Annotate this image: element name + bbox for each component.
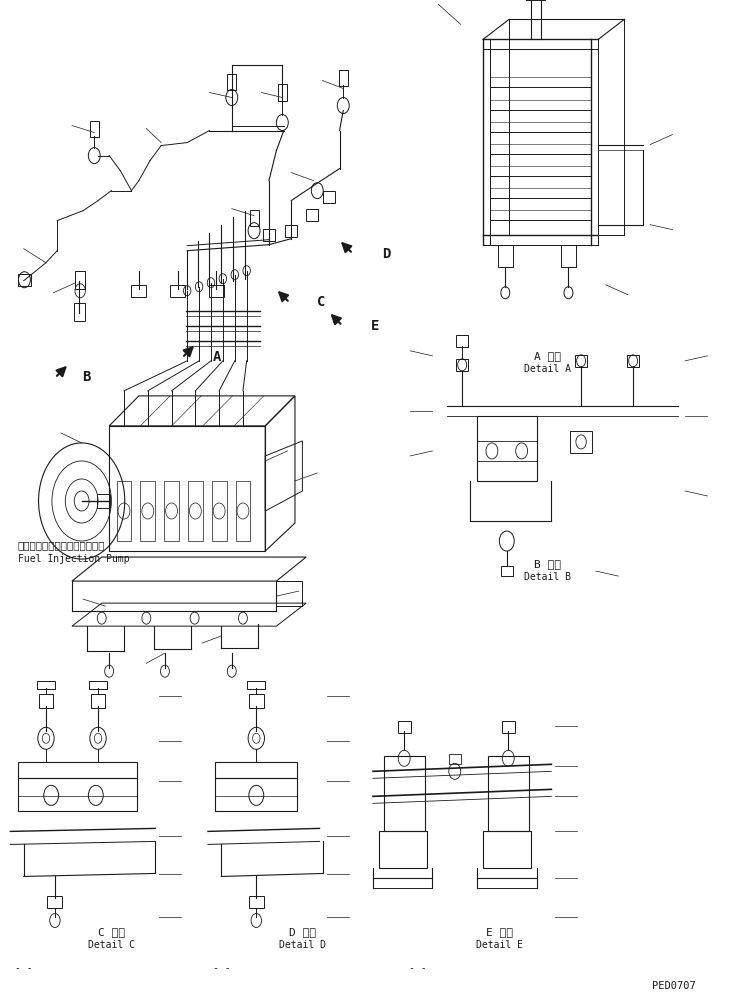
Bar — [89, 682, 107, 689]
Bar — [140, 481, 155, 542]
Text: D: D — [382, 247, 390, 261]
Text: Detail D: Detail D — [279, 939, 326, 949]
Bar — [276, 582, 302, 607]
Bar — [483, 831, 531, 869]
Bar — [48, 897, 63, 909]
Bar — [490, 50, 591, 246]
Bar — [18, 762, 137, 778]
Bar — [75, 272, 85, 290]
Bar — [90, 121, 98, 137]
Bar — [488, 756, 529, 831]
Bar — [39, 694, 54, 708]
Bar — [74, 304, 84, 321]
Text: フェルインジェクションポンプ: フェルインジェクションポンプ — [18, 540, 105, 550]
Bar — [501, 721, 515, 733]
Text: C 詳細: C 詳細 — [98, 926, 125, 936]
Bar — [477, 416, 536, 481]
Bar — [323, 192, 335, 204]
Bar — [170, 286, 185, 298]
Bar — [131, 286, 146, 298]
Text: PED0707: PED0707 — [652, 980, 695, 990]
Bar — [570, 431, 592, 453]
Bar — [164, 481, 179, 542]
Bar — [339, 71, 348, 87]
Text: B 詳細: B 詳細 — [534, 559, 561, 569]
Bar — [250, 211, 259, 227]
Text: B: B — [81, 369, 90, 383]
Text: Fuel Injection Pump: Fuel Injection Pump — [18, 554, 129, 564]
Text: - -: - - — [213, 962, 231, 972]
Text: E: E — [371, 319, 379, 332]
Text: A: A — [213, 349, 222, 363]
Bar — [457, 335, 468, 347]
Bar — [501, 567, 513, 577]
Bar — [37, 682, 55, 689]
Bar — [249, 694, 264, 708]
Bar — [561, 246, 576, 268]
Bar — [216, 762, 297, 778]
Bar — [306, 210, 318, 222]
Text: E 詳細: E 詳細 — [486, 926, 513, 936]
Bar — [116, 481, 131, 542]
Bar — [228, 75, 236, 91]
Text: Detail C: Detail C — [88, 939, 135, 949]
Bar — [627, 355, 639, 367]
Bar — [379, 831, 427, 869]
Bar — [457, 359, 468, 371]
Bar — [90, 694, 105, 708]
Bar — [248, 682, 266, 689]
Text: D 詳細: D 詳細 — [289, 926, 316, 936]
Bar — [216, 778, 297, 811]
Bar — [209, 286, 224, 298]
Text: A 詳細: A 詳細 — [534, 350, 561, 360]
Text: - -: - - — [15, 962, 32, 972]
Text: C: C — [317, 295, 326, 309]
Bar — [249, 897, 264, 909]
Bar — [18, 275, 31, 287]
Bar — [398, 721, 411, 733]
Bar — [449, 754, 461, 764]
Bar — [575, 355, 587, 367]
Text: Detail E: Detail E — [476, 939, 523, 949]
Text: Detail B: Detail B — [524, 572, 571, 582]
Bar — [278, 85, 286, 101]
Bar — [263, 230, 275, 242]
Bar — [188, 481, 203, 542]
Bar — [212, 481, 227, 542]
Bar — [526, 0, 545, 1]
Bar — [498, 246, 513, 268]
Bar — [236, 481, 251, 542]
Text: - -: - - — [409, 962, 426, 972]
Bar — [285, 226, 297, 238]
Bar — [18, 778, 137, 811]
Bar — [384, 756, 425, 831]
Text: Detail A: Detail A — [524, 363, 571, 373]
Bar — [96, 494, 110, 509]
